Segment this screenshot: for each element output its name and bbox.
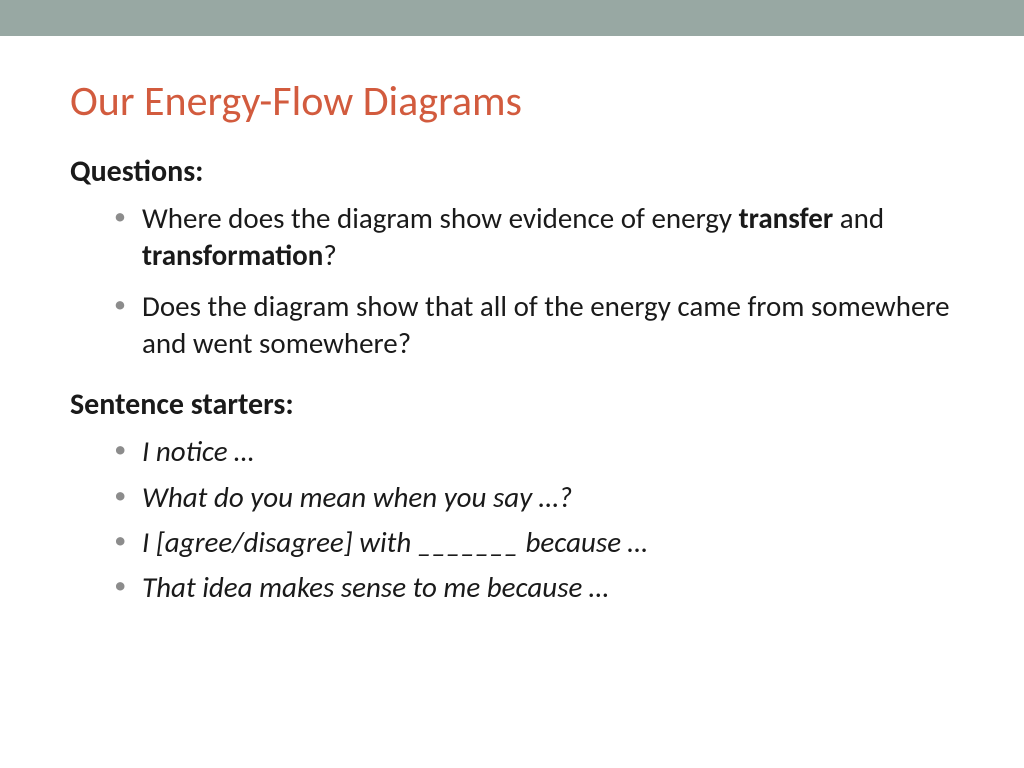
slide-title: Our Energy-Flow Diagrams: [70, 76, 954, 127]
slide-top-bar: [0, 0, 1024, 36]
question-item: Does the diagram show that all of the en…: [114, 288, 954, 362]
question-text-part: and: [833, 200, 884, 236]
questions-heading: Questions:: [70, 153, 954, 190]
starter-item: I notice …: [114, 433, 954, 470]
question-text-part: Where does the diagram show evidence of …: [142, 200, 739, 236]
starter-item: I [agree/disagree] with _______ because …: [114, 524, 954, 561]
slide-body: Our Energy-Flow Diagrams Questions: Wher…: [0, 36, 1024, 606]
question-item: Where does the diagram show evidence of …: [114, 200, 954, 274]
starter-item: That idea makes sense to me because …: [114, 569, 954, 606]
starters-list: I notice … What do you mean when you say…: [70, 433, 954, 605]
question-text-bold: transfer: [739, 200, 834, 236]
question-text-part: ?: [323, 237, 336, 273]
question-text: Does the diagram show that all of the en…: [142, 288, 950, 361]
questions-list: Where does the diagram show evidence of …: [70, 200, 954, 362]
starter-item: What do you mean when you say …?: [114, 479, 954, 516]
question-text-bold: transformation: [142, 237, 323, 273]
starters-heading: Sentence starters:: [70, 386, 954, 423]
